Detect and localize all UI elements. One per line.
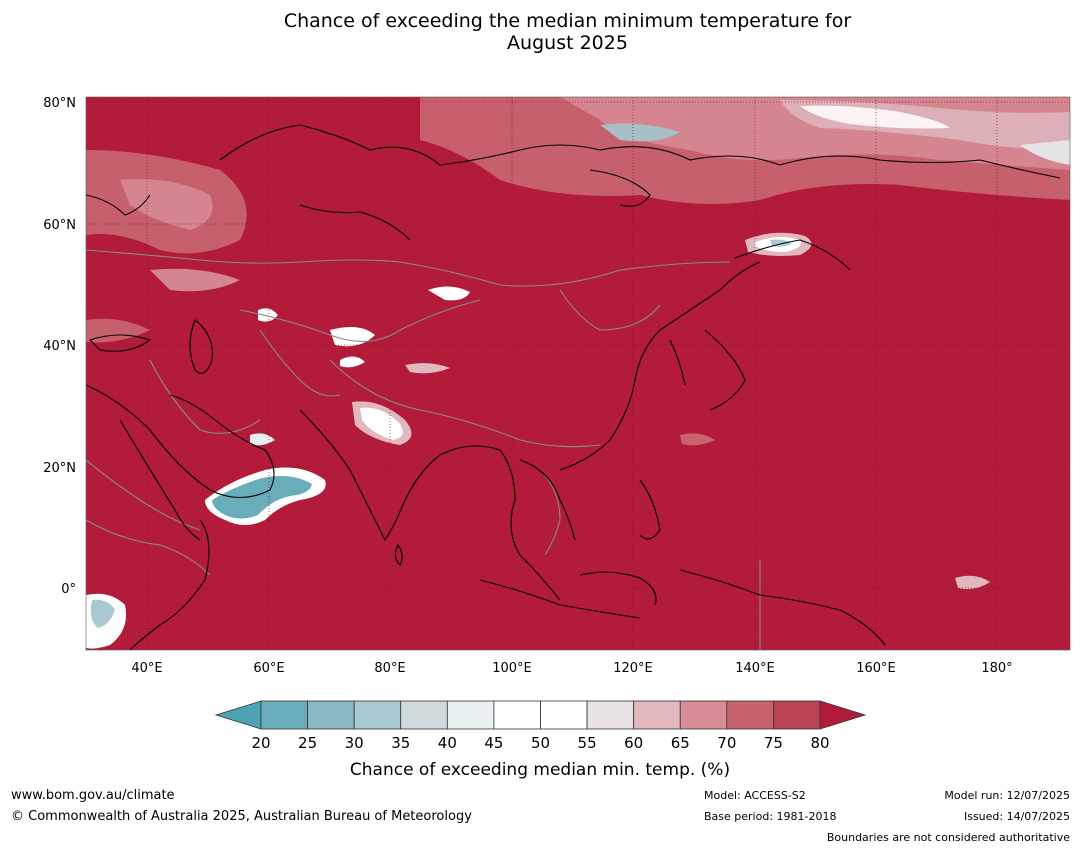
disclaimer-text: Boundaries are not considered authoritat… bbox=[826, 831, 1070, 844]
colorbar-segment bbox=[679, 700, 728, 730]
lon-label: 100°E bbox=[492, 661, 532, 676]
colorbar-segment bbox=[446, 700, 495, 730]
coastlines bbox=[86, 124, 1061, 650]
lat-label: 0° bbox=[61, 582, 76, 597]
title-line-1: Chance of exceeding the median minimum t… bbox=[283, 10, 852, 32]
colorbar-tick-label: 40 bbox=[438, 734, 457, 752]
colorbar-tick-label: 50 bbox=[531, 734, 550, 752]
colorbar-segment bbox=[353, 700, 402, 730]
lon-label: 180° bbox=[981, 661, 1012, 676]
colorbar-segments bbox=[260, 700, 821, 730]
issued-text: Issued: 14/07/2025 bbox=[963, 810, 1070, 823]
colorbar-segment bbox=[586, 700, 635, 730]
model-text: Model: ACCESS-S2 bbox=[704, 789, 806, 802]
colorbar-ticks: 20 25 30 35 40 45 50 55 60 65 70 75 80 bbox=[251, 734, 829, 752]
graticule bbox=[86, 97, 1070, 650]
copyright-text: © Commonwealth of Australia 2025, Austra… bbox=[11, 809, 472, 824]
colorbar-segment bbox=[260, 700, 308, 730]
colorbar-segment bbox=[307, 700, 355, 730]
lat-label: 20°N bbox=[43, 461, 76, 476]
colorbar-tick-label: 25 bbox=[298, 734, 317, 752]
colorbar-tick-label: 55 bbox=[578, 734, 597, 752]
colorbar-segment bbox=[633, 700, 681, 730]
colorbar-tick-label: 60 bbox=[624, 734, 643, 752]
website-link[interactable]: www.bom.gov.au/climate bbox=[11, 788, 175, 803]
lon-label: 40°E bbox=[131, 661, 162, 676]
title-line-2: August 2025 bbox=[507, 32, 628, 54]
colorbar-under-arrow bbox=[214, 700, 262, 730]
lat-label: 40°N bbox=[43, 339, 76, 354]
map-frame bbox=[85, 96, 1071, 651]
lon-label: 60°E bbox=[253, 661, 284, 676]
lon-label: 120°E bbox=[613, 661, 653, 676]
map-plot-area bbox=[86, 97, 1070, 650]
lat-label: 80°N bbox=[43, 96, 76, 111]
lon-labels: 40°E 60°E 80°E 100°E 120°E 140°E 160°E 1… bbox=[131, 661, 1012, 676]
colorbar-tick-label: 35 bbox=[391, 734, 410, 752]
colorbar-tick-label: 75 bbox=[764, 734, 783, 752]
colorbar-segment bbox=[400, 700, 448, 730]
colorbar-over-arrow bbox=[819, 700, 867, 730]
lat-labels: 80°N 60°N 40°N 20°N 0° bbox=[43, 96, 76, 597]
colorbar-segment bbox=[493, 700, 541, 730]
lat-label: 60°N bbox=[43, 218, 76, 233]
lon-label: 140°E bbox=[735, 661, 775, 676]
chart-title: Chance of exceeding the median minimum t… bbox=[0, 10, 1081, 54]
model-run-text: Model run: 12/07/2025 bbox=[944, 789, 1070, 802]
lon-label: 160°E bbox=[856, 661, 896, 676]
colorbar-segment bbox=[726, 700, 774, 730]
base-period-text: Base period: 1981-2018 bbox=[704, 810, 837, 823]
lon-label: 80°E bbox=[374, 661, 405, 676]
colorbar-segment bbox=[773, 700, 821, 730]
probability-bands bbox=[86, 97, 1070, 343]
colorbar-tick-label: 70 bbox=[717, 734, 736, 752]
colorbar-tick-label: 65 bbox=[671, 734, 690, 752]
colorbar-tick-label: 45 bbox=[484, 734, 503, 752]
colorbar-tick-label: 20 bbox=[251, 734, 270, 752]
colorbar-tick-label: 80 bbox=[810, 734, 829, 752]
colorbar-label: Chance of exceeding median min. temp. (%… bbox=[350, 760, 730, 780]
colorbar-tick-label: 30 bbox=[345, 734, 364, 752]
colorbar: 20 25 30 35 40 45 50 55 60 65 70 75 80 Chance of exc… bbox=[214, 700, 867, 780]
colorbar-segment bbox=[540, 700, 588, 730]
country-boundaries bbox=[86, 249, 761, 650]
